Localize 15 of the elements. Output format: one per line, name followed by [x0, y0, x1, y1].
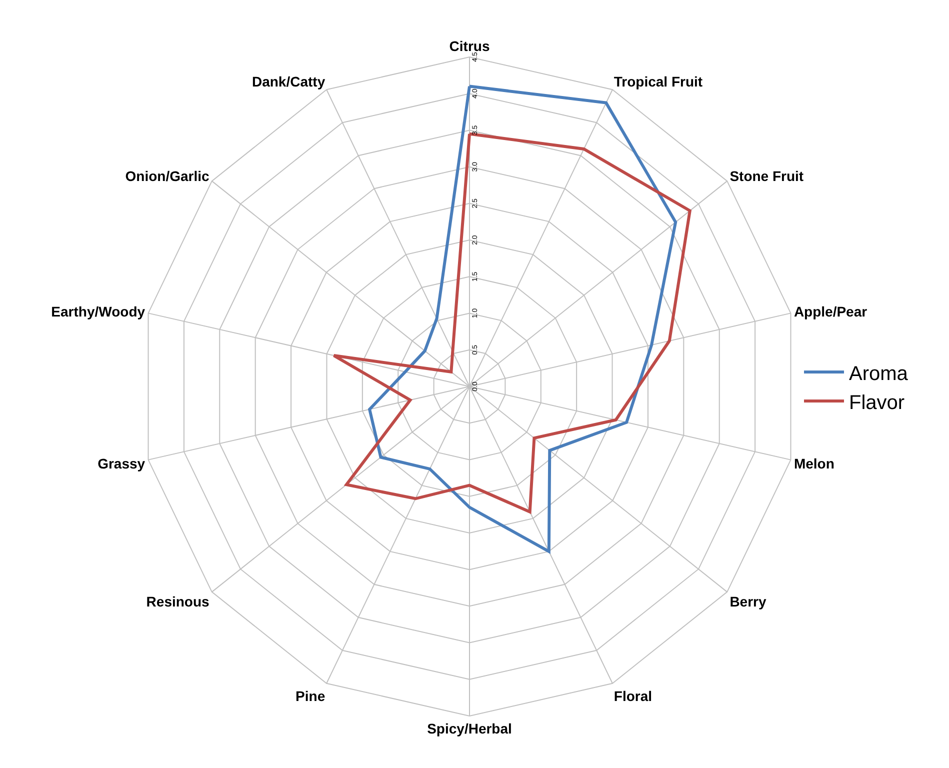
- spoke-label: Apple/Pear: [794, 304, 868, 320]
- legend-label: Flavor: [849, 392, 905, 414]
- spoke-label: Berry: [730, 594, 766, 610]
- spoke-label: Melon: [794, 455, 834, 472]
- spoke-label: Dank/Catty: [252, 73, 326, 90]
- spoke-label: Floral: [614, 688, 652, 704]
- spoke-label: Onion/Garlic: [125, 168, 210, 184]
- spoke-label: Stone Fruit: [730, 168, 804, 184]
- spoke-label: Grassy: [98, 455, 146, 472]
- spoke-label: Pine: [296, 688, 326, 704]
- legend-label: Aroma: [849, 362, 909, 385]
- spoke-label: Spicy/Herbal: [427, 720, 512, 736]
- spoke-label: Tropical Fruit: [614, 73, 703, 90]
- spoke-label: Earthy/Woody: [51, 304, 146, 320]
- spoke-label: Resinous: [146, 594, 210, 610]
